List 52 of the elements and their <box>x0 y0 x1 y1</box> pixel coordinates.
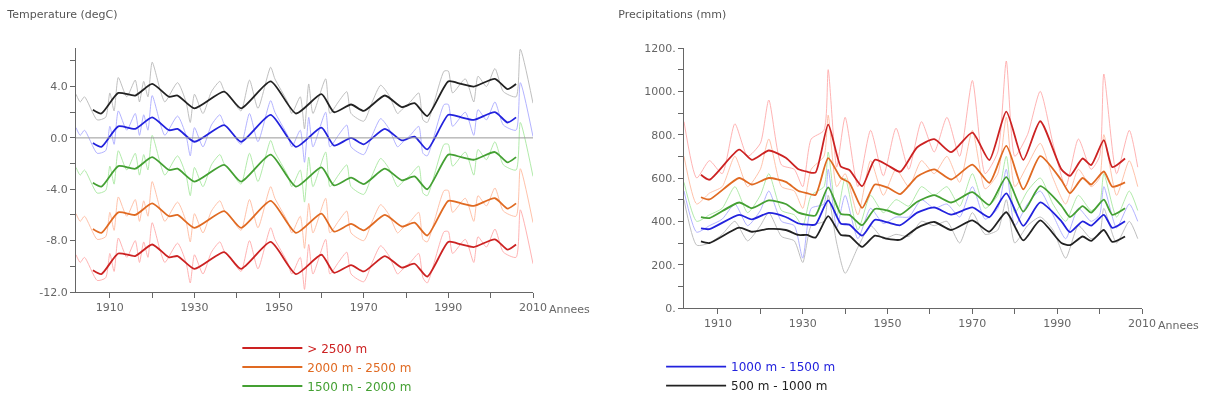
x-tick-label: 1990 <box>1043 317 1072 331</box>
text: 1500 m - 2000 m <box>307 379 412 394</box>
y-tick-label: 1200. <box>644 41 676 55</box>
text: > 2500 m <box>307 341 368 356</box>
x-tick-label: 1930 <box>180 301 209 315</box>
line-series <box>684 168 1139 259</box>
line-series <box>684 194 1139 274</box>
line-series <box>92 77 517 117</box>
line-series <box>700 176 1126 227</box>
chart-title: Precipitations (mm) <box>618 8 727 22</box>
x-tick-label: 1910 <box>703 317 732 331</box>
x-tick-label: 1970 <box>958 317 987 331</box>
x-tick-label: 2010 <box>519 301 547 315</box>
x-tick-label: 1990 <box>434 301 463 315</box>
chart-title: Temperature (degC) <box>6 8 118 22</box>
legend-label: 1000 m - 1500 m <box>731 360 836 375</box>
line-series <box>684 60 1139 188</box>
y-tick-label: 4.0 <box>50 80 68 94</box>
line-series <box>76 82 533 163</box>
legend-label: 500 m - 1000 m <box>731 379 828 394</box>
line-series <box>684 114 1139 216</box>
y-tick-label: 0.0 <box>50 131 68 145</box>
y-tick-label: 400. <box>651 215 676 229</box>
line-series <box>684 151 1139 231</box>
line-series <box>76 48 533 130</box>
y-tick-label: -4.0 <box>46 183 68 197</box>
y-tick-label: 1000. <box>644 85 676 99</box>
y-tick-label: 800. <box>651 128 676 142</box>
x-tick-label: 1950 <box>265 301 294 315</box>
x-tick-label: 1970 <box>349 301 378 315</box>
x-tick-label: 2010 <box>1128 317 1156 331</box>
line-series <box>700 192 1126 237</box>
y-tick-label: 0. <box>665 301 676 315</box>
line-series <box>700 110 1126 188</box>
y-tick-label: -12.0 <box>39 285 68 299</box>
text: 2000 m - 2500 m <box>307 360 412 375</box>
y-tick-label: 600. <box>651 171 676 185</box>
x-axis-title: Annees <box>549 303 590 316</box>
x-tick-label: 1910 <box>95 301 124 315</box>
line-series <box>92 151 517 191</box>
x-tick-label: 1950 <box>873 317 902 331</box>
line-series <box>76 168 533 249</box>
line-series <box>92 111 517 151</box>
x-tick-label: 1930 <box>788 317 817 331</box>
line-series <box>76 122 533 203</box>
line-series <box>92 197 517 237</box>
y-tick-label: -8.0 <box>46 234 68 248</box>
line-series <box>92 238 517 278</box>
x-axis-title: Annees <box>1158 319 1199 332</box>
line-series <box>700 145 1126 209</box>
line-series <box>700 211 1126 248</box>
y-tick-label: 200. <box>651 258 676 272</box>
